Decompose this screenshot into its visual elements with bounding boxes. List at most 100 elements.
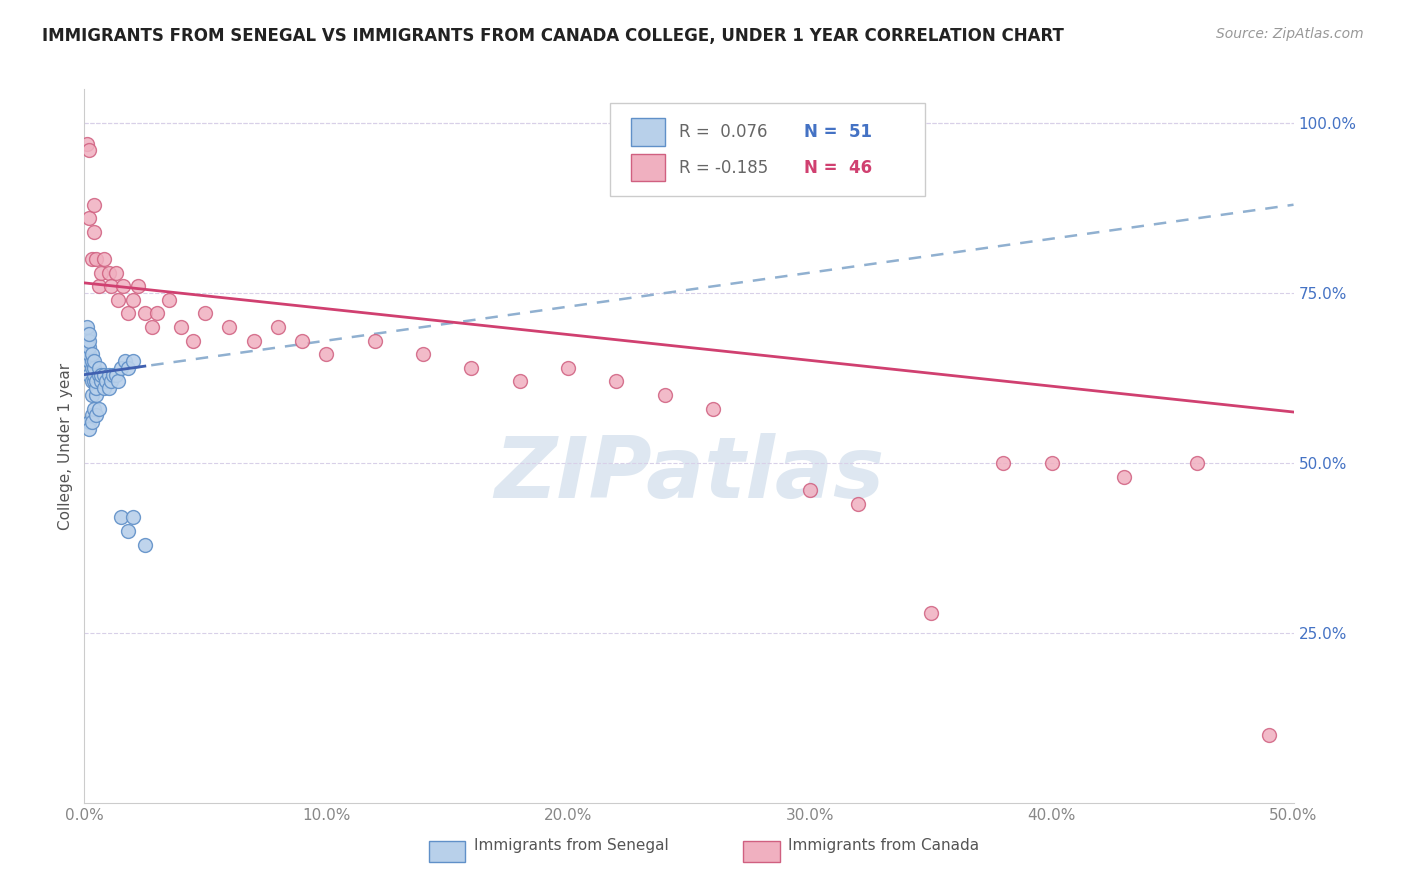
- Point: [76, 347, 98, 361]
- Point: [77, 326, 100, 341]
- Point: [97, 381, 120, 395]
- Text: IMMIGRANTS FROM SENEGAL VS IMMIGRANTS FROM CANADA COLLEGE, UNDER 1 YEAR CORRELAT: IMMIGRANTS FROM SENEGAL VS IMMIGRANTS FR…: [42, 27, 1064, 45]
- Point: [90, 368, 112, 382]
- Point: [920, 606, 942, 620]
- Point: [117, 306, 139, 320]
- Text: N =  51: N = 51: [804, 123, 872, 141]
- Point: [87, 401, 110, 416]
- Point: [100, 279, 122, 293]
- Text: ZIPatlas: ZIPatlas: [494, 433, 884, 516]
- Point: [77, 211, 100, 226]
- Point: [112, 279, 135, 293]
- Point: [80, 375, 103, 389]
- Point: [799, 483, 821, 498]
- Point: [77, 347, 100, 361]
- Text: Source: ZipAtlas.com: Source: ZipAtlas.com: [1216, 27, 1364, 41]
- Point: [114, 354, 136, 368]
- Point: [127, 279, 149, 293]
- Point: [83, 360, 105, 375]
- Point: [86, 409, 108, 423]
- Text: R = -0.185: R = -0.185: [679, 159, 769, 177]
- Point: [93, 252, 115, 266]
- Point: [80, 409, 103, 423]
- Point: [76, 320, 98, 334]
- Point: [90, 266, 112, 280]
- Point: [1185, 456, 1208, 470]
- Bar: [631, 119, 665, 145]
- Point: [993, 456, 1015, 470]
- Point: [267, 320, 290, 334]
- Point: [83, 368, 105, 382]
- Point: [80, 347, 103, 361]
- Point: [80, 388, 103, 402]
- Point: [605, 375, 627, 389]
- Point: [110, 510, 132, 524]
- Point: [80, 354, 103, 368]
- Point: [77, 354, 100, 368]
- Point: [93, 368, 115, 382]
- Point: [83, 354, 105, 368]
- Point: [1114, 469, 1136, 483]
- Point: [181, 334, 204, 348]
- Point: [315, 347, 337, 361]
- Point: [83, 225, 105, 239]
- Point: [83, 198, 105, 212]
- Point: [242, 334, 264, 348]
- Point: [104, 266, 127, 280]
- Point: [117, 360, 139, 375]
- Point: [86, 252, 108, 266]
- Point: [87, 279, 110, 293]
- Point: [97, 368, 120, 382]
- Point: [77, 422, 100, 436]
- Point: [110, 360, 132, 375]
- Point: [87, 368, 110, 382]
- Point: [134, 306, 156, 320]
- Point: [1040, 456, 1063, 470]
- Point: [412, 347, 434, 361]
- Point: [103, 368, 125, 382]
- Bar: [429, 840, 465, 862]
- Point: [291, 334, 314, 348]
- Point: [146, 306, 169, 320]
- Point: [86, 388, 108, 402]
- Point: [107, 375, 129, 389]
- Point: [80, 360, 103, 375]
- Y-axis label: College, Under 1 year: College, Under 1 year: [58, 362, 73, 530]
- Point: [77, 334, 100, 348]
- Point: [97, 266, 120, 280]
- Point: [121, 354, 143, 368]
- Point: [77, 368, 100, 382]
- Text: N =  46: N = 46: [804, 159, 872, 177]
- Point: [460, 360, 482, 375]
- Point: [76, 334, 98, 348]
- Point: [557, 360, 579, 375]
- Point: [90, 375, 112, 389]
- Point: [104, 368, 127, 382]
- Point: [363, 334, 385, 348]
- Point: [157, 293, 180, 307]
- Point: [141, 320, 163, 334]
- Point: [134, 537, 156, 551]
- Point: [80, 415, 103, 429]
- Point: [94, 375, 117, 389]
- Point: [83, 375, 105, 389]
- Point: [86, 381, 108, 395]
- Bar: [631, 154, 665, 181]
- FancyBboxPatch shape: [610, 103, 925, 196]
- Text: R =  0.076: R = 0.076: [679, 123, 768, 141]
- Point: [509, 375, 531, 389]
- Point: [80, 252, 103, 266]
- Point: [76, 326, 98, 341]
- Point: [121, 510, 143, 524]
- Point: [83, 401, 105, 416]
- Point: [846, 497, 869, 511]
- Point: [117, 524, 139, 538]
- Point: [77, 341, 100, 355]
- Point: [654, 388, 676, 402]
- Point: [194, 306, 217, 320]
- Point: [77, 144, 100, 158]
- Point: [76, 136, 98, 151]
- Point: [218, 320, 240, 334]
- Point: [121, 293, 143, 307]
- Point: [702, 401, 724, 416]
